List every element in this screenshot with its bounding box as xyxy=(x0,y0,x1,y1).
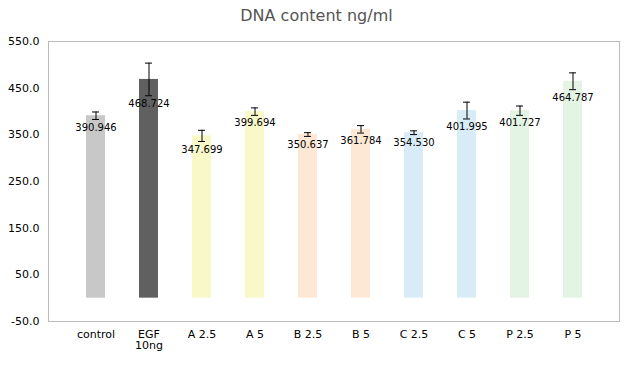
svg-text:401.727: 401.727 xyxy=(499,117,540,128)
svg-text:A 2.5: A 2.5 xyxy=(188,328,217,341)
svg-text:399.694: 399.694 xyxy=(234,117,275,128)
svg-text:350.637: 350.637 xyxy=(287,139,328,150)
svg-text:150.0: 150.0 xyxy=(8,222,40,235)
svg-text:EGF10ng: EGF10ng xyxy=(135,328,163,352)
svg-text:390.946: 390.946 xyxy=(75,122,116,133)
svg-text:B 5: B 5 xyxy=(352,328,370,341)
svg-text:C 2.5: C 2.5 xyxy=(400,328,429,341)
svg-text:50.0: 50.0 xyxy=(15,268,40,281)
svg-text:450.0: 450.0 xyxy=(8,82,40,95)
svg-text:354.530: 354.530 xyxy=(393,137,434,148)
svg-text:550.0: 550.0 xyxy=(8,35,40,48)
html-text:DNA content ng/ml: DNA content ng/ml xyxy=(240,6,393,25)
svg-text:C 5: C 5 xyxy=(458,328,476,341)
svg-text:401.995: 401.995 xyxy=(446,121,487,132)
svg-text:347.699: 347.699 xyxy=(181,144,222,155)
svg-text:control: control xyxy=(77,328,115,341)
svg-text:P 5: P 5 xyxy=(564,328,581,341)
svg-text:464.787: 464.787 xyxy=(552,92,593,103)
svg-text:A 5: A 5 xyxy=(246,328,264,341)
svg-text:468.724: 468.724 xyxy=(128,98,169,109)
svg-text:350.0: 350.0 xyxy=(8,128,40,141)
svg-text:B 2.5: B 2.5 xyxy=(294,328,323,341)
svg-text:250.0: 250.0 xyxy=(8,175,40,188)
svg-text:P 2.5: P 2.5 xyxy=(506,328,534,341)
svg-text:361.784: 361.784 xyxy=(340,135,381,146)
svg-text:-50.0: -50.0 xyxy=(11,315,39,328)
